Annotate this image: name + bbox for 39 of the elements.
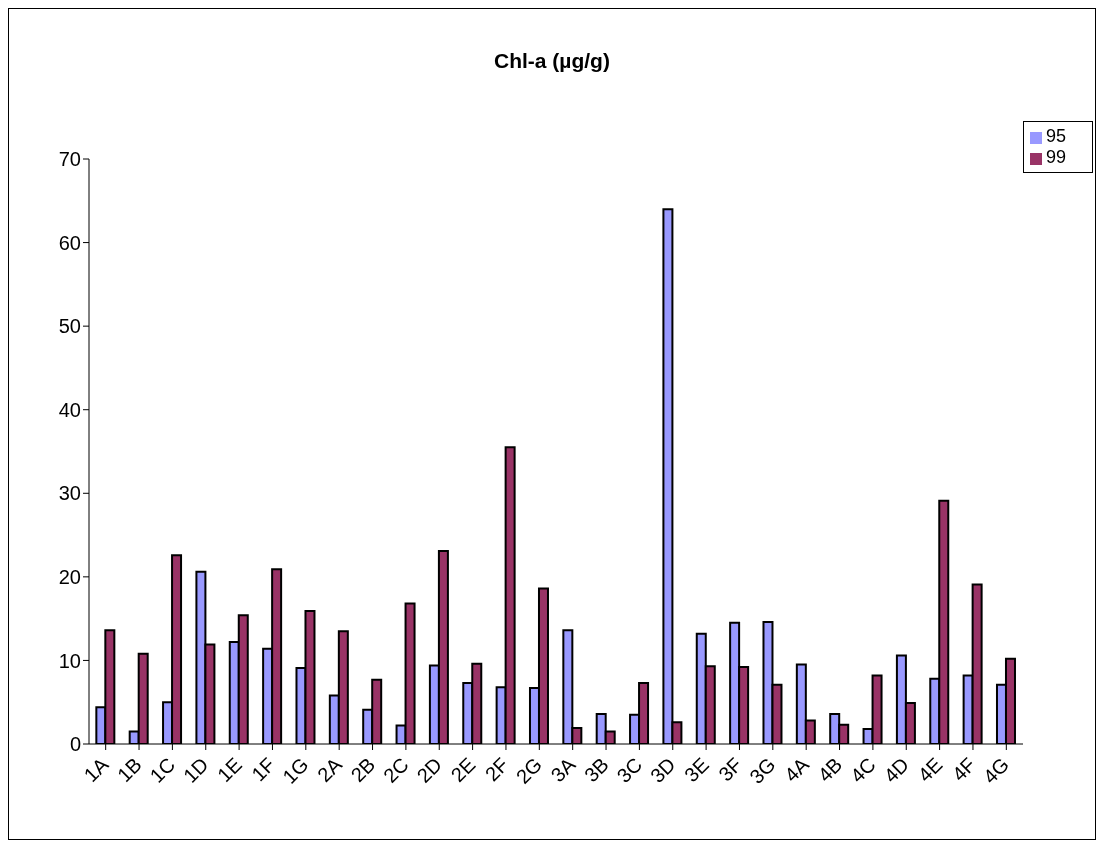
x-tick-label: 2C [379, 753, 413, 787]
x-tick-label: 2E [446, 753, 480, 787]
x-tick-label: 3A [546, 752, 580, 787]
x-tick-label: 4D [879, 753, 914, 787]
y-tick-label: 40 [58, 398, 81, 421]
y-tick-label: 30 [58, 482, 81, 505]
legend-label: 95 [1046, 126, 1067, 146]
x-tick-label: 4F [947, 753, 980, 786]
x-tick-label: 4C [846, 753, 880, 787]
x-tick-label: 2F [480, 753, 513, 786]
x-tick-label: 4G [978, 753, 1014, 788]
y-tick-label: 20 [58, 565, 81, 588]
legend-label: 99 [1046, 147, 1067, 167]
x-tick-label: 3F [714, 753, 747, 786]
x-tick-label: 3B [580, 753, 613, 787]
x-tick-label: 1A [79, 752, 113, 787]
x-tick-label: 2D [412, 753, 447, 787]
x-tick-label: 1D [178, 753, 213, 787]
x-tick-label: 3C [612, 753, 647, 787]
x-tick-label: 3G [745, 753, 780, 788]
y-tick-label: 10 [58, 649, 81, 672]
x-tick-label: 2B [346, 753, 380, 787]
x-tick-label: 1C [145, 753, 180, 787]
x-tick-label: 1F [247, 753, 280, 786]
x-tick-label: 4E [913, 753, 947, 787]
x-tick-label: 1B [113, 753, 146, 787]
y-tick-label: 0 [69, 733, 81, 756]
y-tick-label: 60 [58, 231, 81, 254]
x-tick-label: 2A [313, 752, 347, 787]
y-tick-label: 50 [58, 315, 81, 338]
x-tick-label: 3E [680, 753, 713, 787]
x-tick-label: 3D [645, 753, 680, 787]
x-tick-label: 2G [511, 753, 547, 788]
x-tick-label: 1G [278, 753, 313, 788]
y-tick-label: 70 [58, 148, 81, 171]
x-tick-label: 4B [813, 753, 847, 787]
x-tick-label: 1E [213, 753, 246, 787]
chart-title: Chl-a (µg/g) [493, 49, 611, 73]
x-tick-label: 4A [780, 752, 814, 787]
